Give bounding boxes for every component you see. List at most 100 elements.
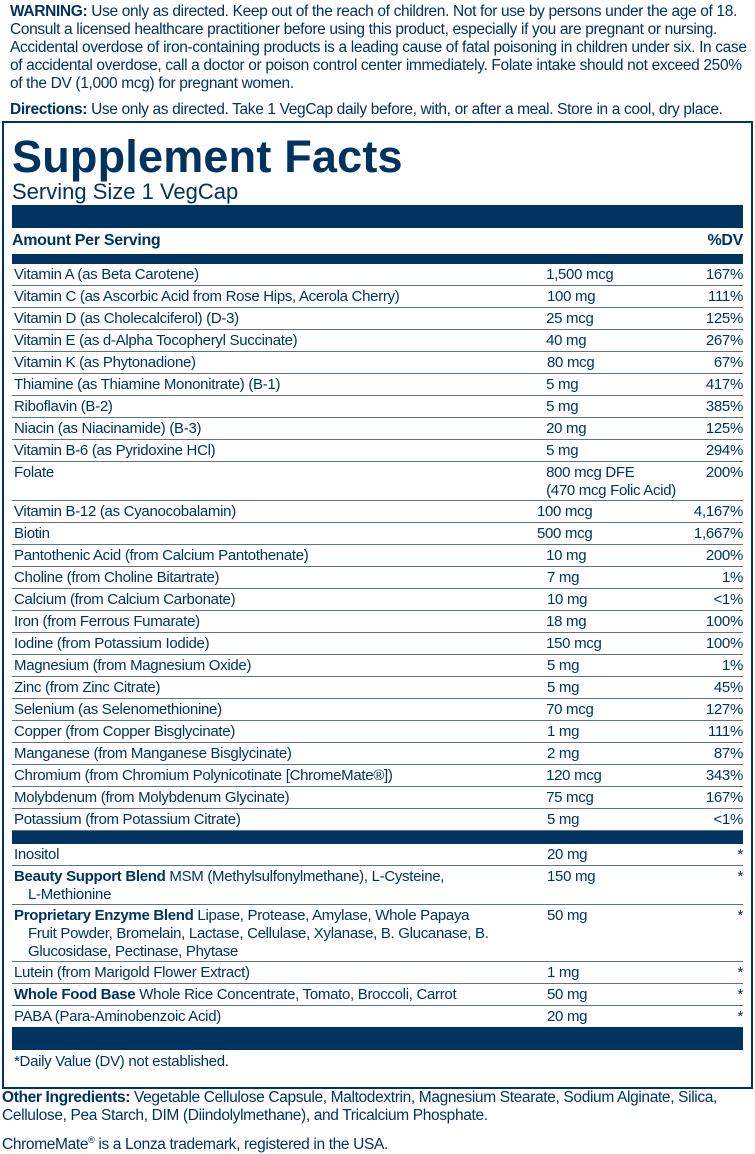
- nutrient-dv: 417%: [705, 376, 743, 393]
- amount-value: 500 mcg: [536, 525, 593, 542]
- table-row: Whole Food Base Whole Rice Concentrate, …: [12, 984, 743, 1006]
- directions-text: Directions: Use only as directed. Take 1…: [10, 101, 723, 118]
- ingredient-text-continued: Fruit Powder, Bromelain, Lactase, Cellul…: [28, 925, 489, 960]
- nutrient-dv: 111%: [708, 723, 743, 740]
- amount-value: 10 mg: [546, 547, 587, 564]
- amount-value: 800 mcg DFE: [546, 464, 635, 481]
- ingredient-amount: 50 mg: [547, 986, 588, 1003]
- ingredient-name: Lutein (from Marigold Flower Extract): [12, 964, 547, 983]
- table-row: Vitamin B-12 (as Cyanocobalamin) 100 mcg 4…: [12, 501, 743, 523]
- amount-value: 18 mg: [546, 613, 587, 630]
- amount-header: Amount Per Serving: [12, 232, 161, 249]
- amount-value: 25 mcg: [546, 310, 594, 327]
- amount-value: 70 mcg: [546, 701, 594, 718]
- dv-header: %DV: [707, 232, 743, 249]
- amount-value: 5 mg: [546, 376, 579, 393]
- nutrient-dv: 385%: [705, 398, 743, 415]
- ingredient-name: PABA (Para-Aminobenzoic Acid): [12, 1008, 547, 1027]
- amount-value: 100 mcg: [536, 503, 593, 520]
- nutrient-amount: 1,500 mcg: [546, 266, 706, 285]
- panel-title: Supplement Facts: [12, 131, 403, 182]
- ingredient-text: Inositol: [14, 846, 60, 863]
- nutrient-name: Vitamin A (as Beta Carotene): [14, 266, 199, 283]
- amount-value: 75 mcg: [546, 789, 594, 806]
- ingredient-dv: *: [737, 1008, 743, 1025]
- ingredient-name: Inositol: [12, 846, 547, 865]
- table-row: Vitamin A (as Beta Carotene) 1,500 mcg 167…: [12, 264, 743, 286]
- nutrient-amount: 100 mg: [547, 288, 707, 307]
- nutrient-amount: 80 mcg: [547, 354, 707, 373]
- ingredient-amount: 20 mg: [547, 846, 588, 863]
- nutrient-name: Niacin (as Niacinamide) (B-3): [14, 420, 202, 437]
- amount-value: 1 mg: [547, 723, 580, 740]
- nutrient-name: Vitamin B-12 (as Cyanocobalamin): [14, 503, 236, 520]
- table-row: Molybdenum (from Molybdenum Glycinate) 75…: [12, 787, 743, 809]
- table-row: PABA (Para-Aminobenzoic Acid) 20 mg *: [12, 1006, 743, 1027]
- nutrient-amount: 7 mg: [547, 569, 707, 588]
- nutrient-name: Vitamin C (as Ascorbic Acid from Rose Hi…: [14, 288, 400, 305]
- table-row: Pantothenic Acid (from Calcium Pantothen…: [12, 545, 743, 567]
- nutrient-amount: 150 mcg: [546, 635, 706, 654]
- amount-detail: (470 mcg Folic Acid): [546, 482, 676, 499]
- table-row: Vitamin K (as Phytonadione) 80 mcg 67%: [12, 352, 743, 374]
- amount-value: 80 mcg: [547, 354, 595, 371]
- nutrient-dv: 1%: [721, 569, 743, 586]
- table-row: Calcium (from Calcium Carbonate) 10 mg <1%: [12, 589, 743, 611]
- table-row: Potassium (from Potassium Citrate) 5 mg <1…: [12, 809, 743, 831]
- amount-value: 2 mg: [547, 745, 580, 762]
- table-row: Folate 800 mcg DFE (470 mcg Folic Acid) 200…: [12, 462, 743, 501]
- divider-bar: [12, 205, 743, 228]
- nutrient-dv: <1%: [713, 591, 743, 608]
- footnote: *Daily Value (DV) not established.: [14, 1053, 229, 1070]
- nutrient-dv: 1%: [721, 657, 743, 674]
- table-row: Magnesium (from Magnesium Oxide) 5 mg 1%: [12, 655, 743, 677]
- ingredient-text: PABA (Para-Aminobenzoic Acid): [14, 1008, 221, 1025]
- blend-name: Beauty Support Blend: [14, 868, 166, 885]
- nutrient-dv: 87%: [713, 745, 743, 762]
- ingredient-dv: *: [737, 846, 743, 863]
- nutrient-amount: 18 mg: [546, 613, 706, 632]
- nutrient-amount: 5 mg: [547, 679, 707, 698]
- warning-text: WARNING: Use only as directed. Keep out …: [10, 3, 747, 92]
- amount-value: 5 mg: [546, 442, 579, 459]
- nutrient-amount: 70 mcg: [546, 701, 706, 720]
- nutrient-amount: 800 mcg DFE (470 mcg Folic Acid): [546, 464, 706, 500]
- table-row: Zinc (from Zinc Citrate) 5 mg 45%: [12, 677, 743, 699]
- nutrient-name: Riboflavin (B-2): [14, 398, 113, 415]
- trademark-note: ChromeMate® is a Lonza trademark, regist…: [2, 1135, 388, 1154]
- nutrient-dv: <1%: [713, 811, 743, 828]
- table-row: Beauty Support Blend MSM (Methylsulfonyl…: [12, 866, 743, 905]
- table-row: Lutein (from Marigold Flower Extract) 1 m…: [12, 962, 743, 984]
- nutrient-amount: 10 mg: [547, 591, 707, 610]
- nutrient-dv: 294%: [705, 442, 743, 459]
- ingredient-name: Proprietary Enzyme Blend Lipase, Proteas…: [12, 907, 547, 961]
- amount-value: 5 mg: [546, 398, 579, 415]
- supplement-facts-panel: Supplement Facts Serving Size 1 VegCap A…: [2, 121, 753, 1089]
- nutrient-name: Selenium (as Selenomethionine): [14, 701, 222, 718]
- nutrient-amount: 5 mg: [547, 811, 707, 830]
- ingredient-dv: *: [737, 907, 743, 924]
- ingredient-text: Lutein (from Marigold Flower Extract): [14, 964, 250, 981]
- ingredient-amount: 150 mg: [547, 868, 596, 885]
- amount-value: 5 mg: [547, 679, 580, 696]
- divider-bar: [12, 831, 743, 844]
- nutrient-amount: 40 mg: [546, 332, 706, 351]
- nutrient-amount: 10 mg: [546, 547, 706, 566]
- table-row: Manganese (from Manganese Bisglycinate) 2…: [12, 743, 743, 765]
- other-ingredients: Other Ingredients: Vegetable Cellulose C…: [2, 1089, 718, 1124]
- nutrient-dv: 1,667%: [693, 525, 743, 542]
- ingredient-dv: *: [737, 986, 743, 1003]
- nutrient-dv: 127%: [705, 701, 743, 718]
- nutrient-dv: 343%: [705, 767, 743, 784]
- nutrient-name: Molybdenum (from Molybdenum Glycinate): [14, 789, 290, 806]
- amount-value: 7 mg: [547, 569, 580, 586]
- nutrient-amount: 25 mcg: [546, 310, 706, 329]
- nutrient-dv: 67%: [713, 354, 743, 371]
- nutrient-name: Vitamin K (as Phytonadione): [14, 354, 196, 371]
- warnings-section: WARNING: Use only as directed. Keep out …: [0, 0, 755, 119]
- nutrient-name: Manganese (from Manganese Bisglycinate): [14, 745, 292, 762]
- table-header: Amount Per Serving %DV: [12, 228, 743, 254]
- other-rows: Inositol 20 mg * Beauty Support Blend MSM (…: [12, 844, 743, 1027]
- table-row: Choline (from Choline Bitartrate) 7 mg 1%: [12, 567, 743, 589]
- nutrient-amount: 5 mg: [546, 398, 706, 417]
